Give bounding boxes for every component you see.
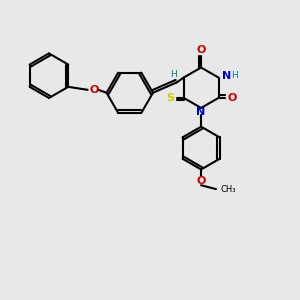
Text: CH₃: CH₃ (220, 185, 236, 194)
Text: N: N (196, 107, 206, 117)
Text: N: N (222, 70, 232, 80)
Text: H: H (170, 70, 177, 80)
Text: O: O (196, 176, 206, 186)
Text: O: O (228, 93, 237, 103)
Text: H: H (231, 71, 237, 80)
Text: O: O (196, 45, 206, 55)
Text: S: S (166, 93, 174, 103)
Text: O: O (89, 85, 99, 95)
